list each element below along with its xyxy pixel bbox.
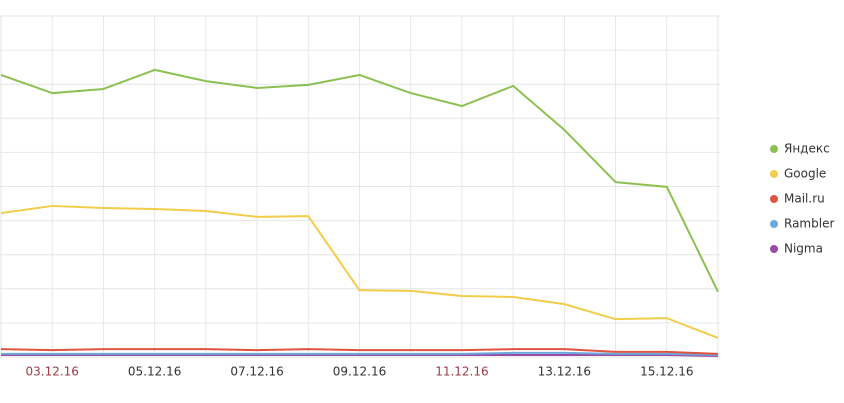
x-tick-label: 09.12.16 bbox=[333, 365, 386, 379]
series-line bbox=[1, 353, 719, 357]
legend-marker bbox=[770, 220, 778, 228]
legend-marker bbox=[770, 145, 778, 153]
series-line bbox=[0, 68, 719, 293]
legend-marker bbox=[770, 170, 778, 178]
legend-label: Rambler bbox=[784, 217, 834, 231]
series-line bbox=[0, 348, 719, 355]
series-line bbox=[1, 351, 719, 356]
x-tick-label: 11.12.16 bbox=[435, 365, 488, 379]
x-tick-label: 13.12.16 bbox=[538, 365, 591, 379]
x-tick-label: 15.12.16 bbox=[640, 365, 693, 379]
x-tick-label: 07.12.16 bbox=[230, 365, 283, 379]
x-tick-label: 03.12.16 bbox=[25, 365, 78, 379]
legend-label: Google bbox=[784, 167, 826, 181]
legend-label: Яндекс bbox=[784, 142, 830, 156]
legend-marker bbox=[770, 195, 778, 203]
x-tick-label: 05.12.16 bbox=[128, 365, 181, 379]
series-line bbox=[0, 204, 719, 339]
legend-marker bbox=[770, 245, 778, 253]
legend-label: Mail.ru bbox=[784, 192, 825, 206]
legend-label: Nigma bbox=[784, 242, 823, 256]
